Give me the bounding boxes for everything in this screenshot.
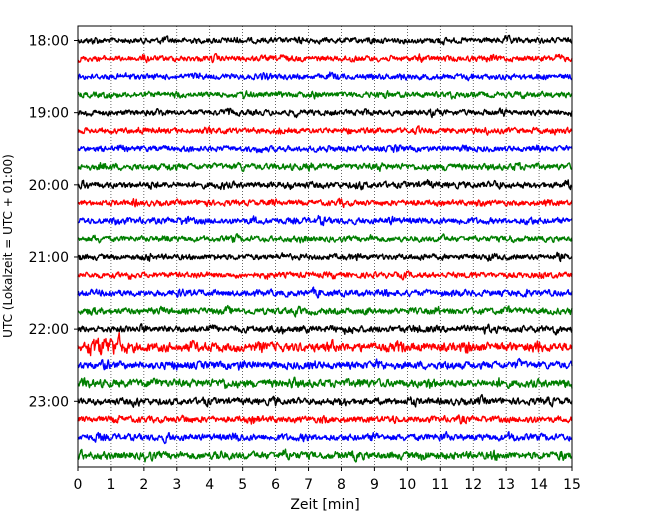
y-axis-label: UTC (Lokalzeit = UTC + 01:00) [1, 154, 15, 338]
trace-2000 [77, 178, 573, 191]
y-tick-label: 20:00 [29, 178, 69, 194]
trace-2245 [77, 376, 573, 390]
trace-group [77, 34, 573, 463]
y-tick-label: 21:00 [29, 250, 69, 266]
trace-2200 [77, 323, 573, 336]
x-tick-label: 8 [337, 477, 346, 493]
trace-1830 [77, 71, 573, 82]
x-tick-label: 5 [238, 477, 247, 493]
plot-background [78, 26, 572, 467]
trace-2145 [77, 304, 573, 318]
x-tick-label: 10 [398, 477, 416, 493]
trace-2330 [77, 430, 573, 445]
x-tick-label: 0 [74, 477, 83, 493]
trace-1930 [77, 144, 573, 154]
trace-2230 [77, 357, 573, 371]
trace-2100 [77, 251, 573, 263]
x-axis-label: Zeit [min] [290, 497, 359, 513]
trace-1915 [77, 125, 573, 136]
trace-2115 [77, 270, 573, 281]
y-tick-label: 23:00 [29, 394, 69, 410]
trace-1945 [77, 161, 573, 173]
y-tick-label: 22:00 [29, 322, 69, 338]
y-tick-label: 19:00 [29, 106, 69, 122]
trace-2045 [77, 233, 573, 244]
trace-2315 [77, 414, 573, 425]
trace-2215 [77, 332, 573, 357]
x-tick-label: 15 [563, 477, 581, 493]
x-tick-label: 11 [431, 477, 449, 493]
x-tick-label: 14 [530, 477, 548, 493]
y-tick-label: 18:00 [29, 34, 69, 50]
trace-1845 [77, 90, 573, 100]
x-tick-label: 1 [106, 477, 115, 493]
x-tick-label: 12 [464, 477, 482, 493]
x-tick-label: 13 [497, 477, 515, 493]
plot-frame [77, 25, 573, 468]
x-tick-label: 7 [304, 477, 313, 493]
trace-2015 [77, 197, 573, 209]
trace-1900 [77, 107, 573, 119]
x-tick-label: 2 [139, 477, 148, 493]
trace-2130 [77, 286, 573, 299]
trace-2300 [77, 393, 573, 408]
x-tick-label: 9 [370, 477, 379, 493]
x-tick-label: 3 [172, 477, 181, 493]
trace-1800 [77, 34, 573, 46]
y-axis-ticks: 18:00 19:00 20:00 21:00 22:00 23:00 [29, 34, 78, 410]
x-tick-label: 4 [205, 477, 214, 493]
x-axis-ticks: 0 1 2 3 4 5 6 7 8 9 10 11 12 13 14 15 [74, 467, 581, 493]
trace-1815 [77, 52, 573, 64]
trace-2345 [77, 448, 573, 463]
trace-2030 [77, 214, 573, 227]
x-tick-label: 6 [271, 477, 280, 493]
